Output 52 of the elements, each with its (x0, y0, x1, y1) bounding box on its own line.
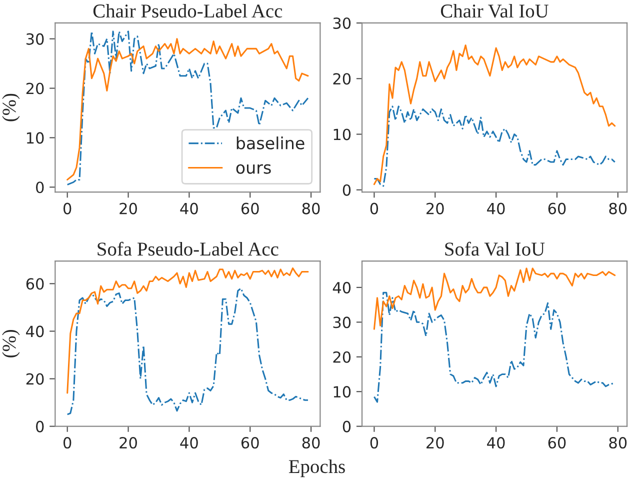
y-tick-label: 20 (26, 82, 44, 94)
line-series (373, 292, 616, 403)
y-tick-label: 40 (26, 326, 44, 338)
x-tick-label: 20 (120, 436, 137, 449)
x-tick-label: 0 (370, 436, 378, 449)
x-tick-label: 60 (548, 202, 566, 214)
x-tick-label: 40 (180, 202, 198, 214)
y-tick-label: 10 (334, 386, 351, 398)
y-tick-label: 30 (333, 316, 351, 328)
y-tick-label: 30 (26, 33, 44, 45)
line-series (373, 106, 616, 187)
y-tick-label: 10 (26, 132, 44, 144)
y-tick-label: 0 (342, 184, 351, 196)
x-tick-label: 40 (487, 436, 505, 449)
legend-label: baseline (236, 136, 304, 150)
legend-label: ours (236, 164, 271, 174)
x-tick-label: 0 (63, 202, 72, 214)
x-tick-label: 0 (63, 436, 72, 449)
y-tick-label: 20 (333, 73, 351, 85)
y-tick-label: 30 (333, 17, 351, 30)
y-tick-label: 0 (342, 420, 351, 432)
y-tick-label: 60 (26, 278, 44, 290)
chart-title: Chair Pseudo-Label Acc (93, 4, 282, 18)
line-series (66, 267, 309, 394)
x-axis-title: Epochs (288, 459, 345, 478)
x-tick-label: 0 (370, 202, 378, 214)
x-tick-label: 60 (241, 436, 259, 449)
x-tick-label: 80 (609, 202, 627, 214)
y-axis-title: (%) (2, 330, 20, 358)
x-tick-label: 40 (487, 202, 505, 214)
x-tick-label: 60 (241, 202, 259, 214)
chart-title: Sofa Val IoU (445, 242, 545, 256)
line-series (373, 268, 616, 330)
x-tick-label: 80 (609, 436, 627, 449)
y-axis-title: (%) (2, 94, 20, 122)
x-tick-label: 80 (302, 202, 320, 214)
y-tick-label: 0 (36, 420, 44, 432)
line-series (66, 288, 309, 416)
y-tick-label: 0 (36, 182, 44, 194)
chart-title: Sofa Pseudo-Label Acc (98, 242, 278, 256)
y-tick-label: 20 (26, 373, 44, 385)
x-tick-label: 20 (120, 202, 137, 214)
x-tick-label: 60 (548, 436, 566, 449)
y-tick-label: 20 (333, 351, 351, 363)
x-tick-label: 80 (302, 436, 320, 449)
x-tick-label: 20 (426, 436, 444, 449)
y-tick-label: 10 (334, 128, 351, 140)
y-tick-label: 40 (332, 282, 351, 294)
x-tick-label: 40 (180, 436, 198, 449)
chart-title: Chair Val IoU (440, 4, 548, 18)
x-tick-label: 20 (426, 202, 444, 214)
line-series (373, 44, 616, 186)
